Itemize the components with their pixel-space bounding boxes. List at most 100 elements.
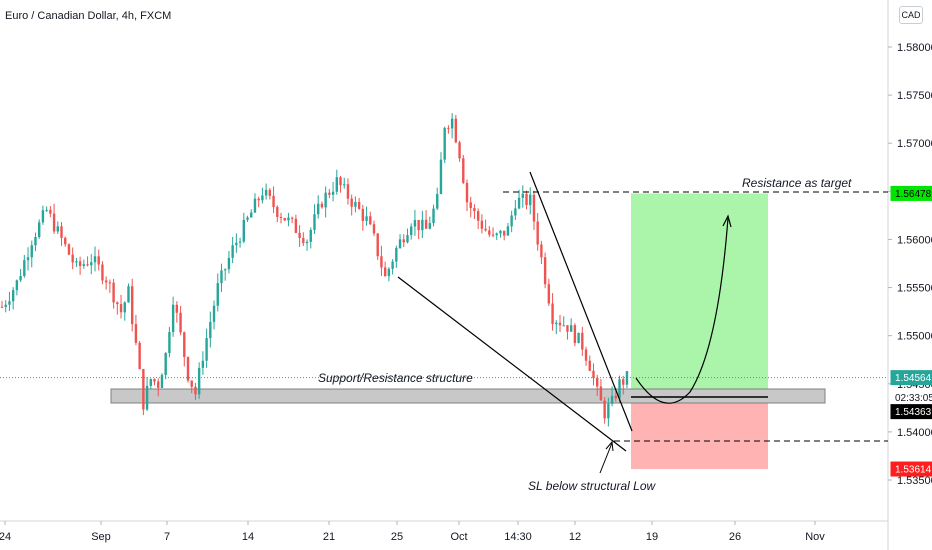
candle-body — [395, 247, 398, 262]
candle-body — [157, 381, 160, 388]
x-tick-label: 26 — [729, 531, 741, 543]
candle-body — [116, 302, 119, 305]
price-tag — [890, 404, 932, 420]
x-tick-label: 7 — [164, 531, 170, 543]
candle-body — [499, 230, 502, 234]
candle-body — [398, 239, 402, 248]
y-tick-label: 1.55000 — [897, 331, 932, 343]
candle-body — [543, 257, 547, 285]
structure-annotation[interactable]: Support/Resistance structure — [318, 371, 473, 385]
candle-body — [49, 209, 52, 214]
candle-body — [227, 257, 231, 270]
candle-body — [19, 275, 22, 281]
candle-body — [30, 245, 33, 258]
candle-body — [584, 349, 588, 361]
candle-body — [23, 260, 26, 276]
loss-zone[interactable] — [631, 396, 768, 470]
candle-body — [372, 224, 376, 234]
candle-body — [402, 239, 405, 243]
y-tick-label: 1.57000 — [897, 138, 932, 150]
candle-body — [566, 325, 569, 332]
candle-body — [551, 303, 554, 325]
candle-body — [480, 220, 484, 229]
candle-body — [231, 245, 234, 258]
target-annotation[interactable]: Resistance as target — [742, 176, 852, 190]
price-tag-label: 1.56478 — [895, 189, 932, 200]
candle-body — [93, 256, 97, 263]
candle-body — [488, 230, 491, 235]
candle-body — [220, 270, 223, 284]
candle-body — [380, 256, 383, 268]
candle-body — [253, 198, 257, 213]
candle-body — [268, 189, 272, 196]
candle-body — [339, 177, 342, 186]
stop-annotation[interactable]: SL below structural Low — [528, 479, 657, 493]
candle-body — [287, 217, 290, 221]
y-tick-label: 1.58000 — [897, 42, 932, 54]
support-resistance-zone[interactable] — [110, 388, 826, 404]
candle-body — [343, 184, 346, 186]
sl-arrow-line — [599, 442, 613, 474]
candle-body — [264, 189, 268, 196]
candle-body — [521, 193, 524, 198]
price-tag-label: 1.54564 — [895, 373, 932, 384]
candle-body — [145, 385, 149, 410]
candle-body — [317, 203, 320, 215]
candle-body — [82, 264, 86, 266]
candle-body — [246, 217, 249, 220]
candle-body — [309, 229, 312, 242]
price-axis[interactable]: 1.580001.575001.570001.565001.560001.555… — [888, 42, 932, 487]
descending-trendline-lower[interactable] — [397, 276, 627, 452]
candle-body — [171, 304, 175, 333]
profit-zone[interactable] — [631, 193, 768, 397]
x-tick-label: 25 — [391, 531, 403, 543]
candle-body — [142, 369, 145, 410]
candle-body — [201, 360, 205, 368]
candle-body — [127, 286, 130, 303]
x-tick-label: 14:30 — [504, 531, 532, 543]
descending-trendline-upper[interactable] — [529, 171, 633, 432]
candle-body — [75, 261, 78, 263]
candle-body — [421, 219, 424, 231]
candle-body — [212, 305, 216, 322]
projected-path-curve[interactable] — [635, 217, 729, 404]
candle-body — [532, 194, 536, 222]
chart-title: Euro / Canadian Dollar, 4h, FXCM — [5, 10, 171, 22]
candle-body — [376, 233, 379, 257]
candle-body — [581, 332, 584, 350]
candle-body — [603, 400, 606, 419]
candle-body — [4, 304, 7, 307]
candle-body — [60, 226, 63, 238]
candle-body — [168, 332, 171, 354]
candle-body — [491, 234, 495, 236]
candle-body — [205, 338, 208, 361]
candle-body — [529, 194, 532, 206]
time-axis[interactable]: 24 Sep 7 14 21 25 Oct 14:30 12 19 26 Nov — [0, 521, 825, 543]
candle-body — [610, 395, 614, 404]
candle-body — [0, 306, 4, 308]
candle-body — [503, 230, 506, 236]
price-tag — [890, 461, 932, 477]
candle-body — [153, 379, 156, 382]
candle-body — [547, 284, 551, 304]
candle-body — [186, 357, 190, 381]
candle-body — [447, 127, 450, 129]
price-tag — [890, 185, 932, 201]
candle-body — [391, 261, 394, 269]
candle-body — [64, 237, 67, 245]
candle-body — [555, 322, 558, 325]
candle-body — [324, 192, 327, 208]
candle-body — [298, 232, 301, 238]
y-tick-label: 1.54000 — [897, 427, 932, 439]
currency-button[interactable]: CAD — [899, 6, 923, 24]
candle-body — [305, 241, 309, 244]
candle-body — [369, 216, 372, 225]
candle-body — [194, 386, 197, 395]
candle-body — [119, 304, 123, 313]
candle-body — [413, 219, 417, 227]
sl-arrowhead — [605, 440, 614, 452]
candle-body — [272, 195, 275, 208]
projected-path-arrowhead — [722, 214, 732, 228]
candle-body — [71, 254, 74, 263]
